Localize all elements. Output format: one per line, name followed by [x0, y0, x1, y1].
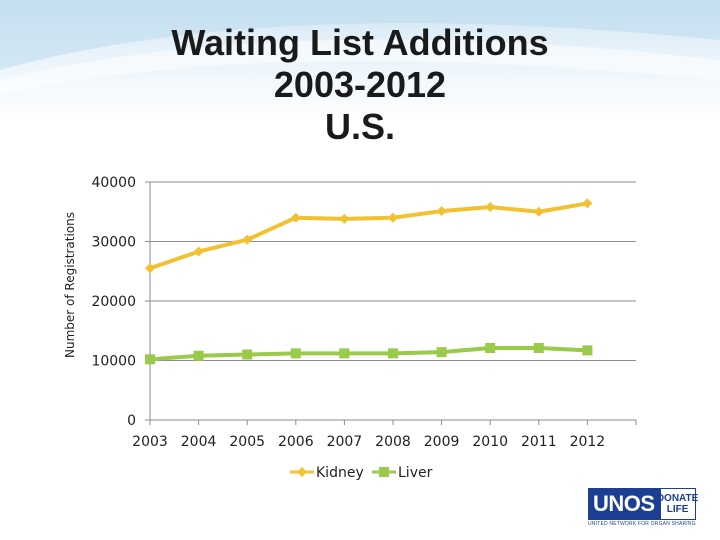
title-line-1: Waiting List Additions: [171, 22, 549, 63]
liver-data-point: [193, 350, 204, 361]
kidney-data-point: [485, 201, 496, 212]
kidney-legend-label: Kidney: [316, 465, 364, 481]
kidney-legend-marker: [297, 467, 307, 477]
unos-logo: UNOS DONATE LIFE UNITED NETWORK FOR ORGA…: [588, 488, 704, 530]
logo-main-text: UNOS: [593, 491, 655, 516]
x-tick-label: 2004: [181, 434, 217, 450]
kidney-data-point: [290, 212, 301, 223]
y-tick-label: 10000: [91, 354, 136, 370]
logo-side-text: DONATE LIFE: [656, 489, 699, 519]
liver-data-point: [242, 349, 253, 360]
y-tick-labels: 0 10000 20000 30000 40000: [91, 175, 136, 429]
liver-data-point: [145, 354, 155, 365]
kidney-series-line: [149, 201, 588, 271]
kidney-data-point: [388, 212, 398, 223]
liver-data-point: [436, 347, 447, 358]
x-tick-labels: 2003 2004 2005 2006 2007 2008 2009 2010 2011 2012: [132, 434, 605, 450]
liver-legend-label: Liver: [398, 465, 433, 481]
series-lines: [145, 198, 593, 365]
liver-data-point: [582, 345, 593, 356]
logo-box: UNOS DONATE LIFE: [588, 488, 699, 520]
x-tick-label: 2006: [278, 434, 314, 450]
gridlines: [150, 181, 636, 361]
x-tick-label: 2007: [327, 434, 363, 450]
liver-data-point: [485, 343, 496, 354]
banner-decoration: [0, 0, 720, 95]
x-tick-label: 2008: [375, 434, 411, 450]
y-tick-label: 30000: [91, 235, 136, 251]
kidney-data-point: [145, 263, 155, 274]
logo-side-bottom: LIFE: [666, 504, 689, 515]
y-tick-label: 20000: [91, 294, 136, 310]
x-tick-label: 2009: [424, 434, 460, 450]
y-tick-label: 0: [127, 413, 136, 429]
liver-data-point: [290, 348, 301, 359]
x-tick-label: 2011: [521, 434, 557, 450]
liver-data-point: [533, 343, 544, 354]
kidney-data-point: [582, 198, 593, 209]
kidney-data-point: [436, 206, 447, 217]
y-axis-label: Number of Registrations: [63, 212, 77, 358]
x-tick-label: 2005: [229, 434, 265, 450]
liver-legend-marker: [379, 467, 389, 477]
kidney-data-point: [339, 213, 350, 224]
header-banner: [0, 0, 720, 120]
x-tick-label: 2003: [132, 434, 168, 450]
y-tick-label: 40000: [91, 175, 136, 191]
title-line-3: U.S.: [324, 106, 395, 147]
liver-series-line: [149, 346, 588, 362]
logo-side-top: DONATE: [656, 493, 699, 504]
x-tick-label: 2012: [570, 434, 606, 450]
slide-title: Waiting List Additions 2003-2012 U.S.: [60, 22, 660, 148]
liver-data-point: [339, 348, 350, 359]
axes: [145, 181, 637, 425]
kidney-data-point: [193, 246, 204, 257]
kidney-data-point: [533, 206, 544, 217]
kidney-data-point: [242, 234, 253, 245]
logo-tagline: UNITED NETWORK FOR ORGAN SHARING: [588, 521, 696, 527]
liver-data-point: [388, 348, 398, 359]
x-tick-label: 2010: [472, 434, 508, 450]
legend: Kidney Liver: [290, 465, 433, 481]
title-line-2: 2003-2012: [273, 64, 447, 105]
